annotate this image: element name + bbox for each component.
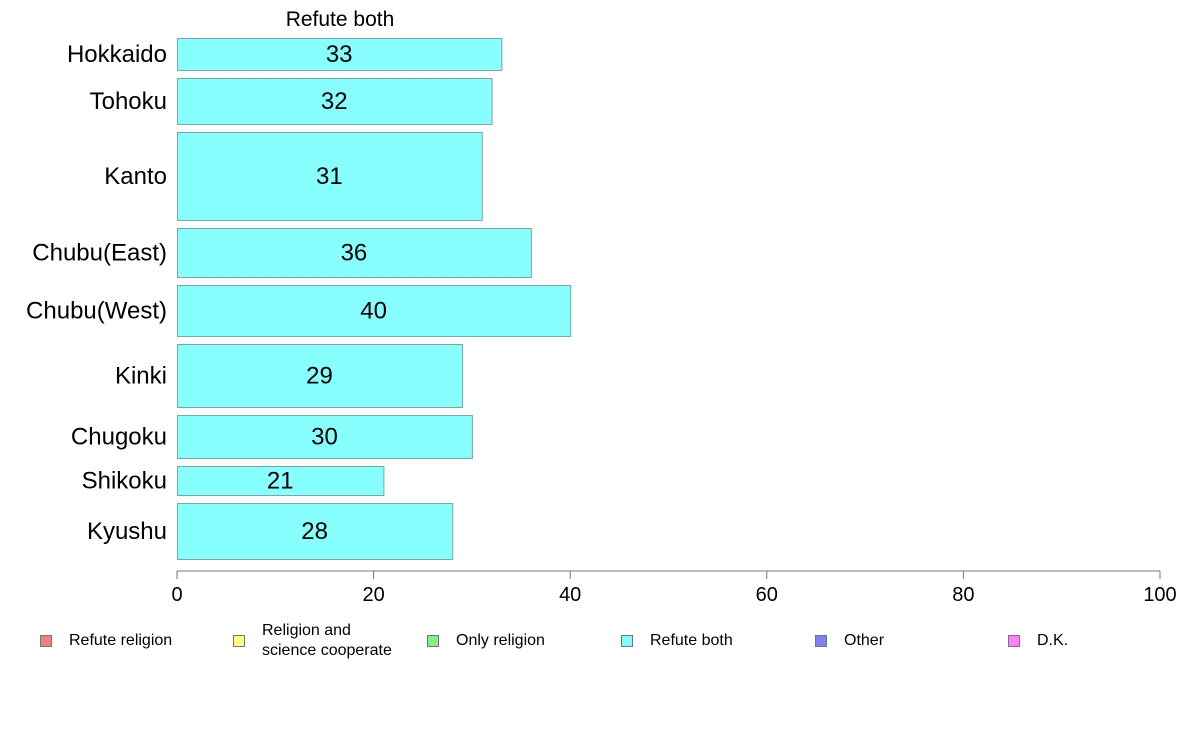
x-tick-label: 40 bbox=[559, 584, 581, 606]
x-tick-label: 20 bbox=[362, 584, 384, 606]
category-label: Shikoku bbox=[82, 468, 167, 495]
x-axis: 0 20 40 60 80 100 bbox=[171, 570, 1177, 606]
bar-chugoku bbox=[177, 415, 473, 459]
bars-group: Hokkaido 33 Tohoku 32 Kanto 31 Chubu(East) 36 Ch… bbox=[26, 38, 572, 560]
legend-label: Refute religion bbox=[69, 632, 173, 649]
chart-title: Refute both bbox=[286, 8, 395, 31]
bar-kinki bbox=[177, 344, 464, 408]
x-tick-label: 60 bbox=[756, 584, 778, 606]
bar-chubu-west bbox=[177, 285, 572, 337]
x-tick-label: 100 bbox=[1143, 584, 1176, 606]
legend-item: Refute religion bbox=[40, 622, 172, 660]
legend-item: Refute both bbox=[621, 622, 733, 660]
legend: Refute religion Religion and science coop… bbox=[0, 622, 1188, 666]
legend-item: D.K. bbox=[1008, 622, 1068, 660]
legend-label: D.K. bbox=[1037, 632, 1069, 649]
bar-kanto bbox=[177, 132, 483, 221]
value-label: 31 bbox=[316, 163, 343, 190]
category-label: Hokkaido bbox=[67, 41, 167, 68]
category-label: Kinki bbox=[115, 363, 167, 390]
bar-tohoku bbox=[177, 78, 493, 125]
x-tick-label: 80 bbox=[952, 584, 974, 606]
legend-swatch bbox=[621, 635, 633, 647]
category-label: Chubu(West) bbox=[26, 298, 167, 325]
legend-swatch bbox=[815, 635, 827, 647]
legend-item: Religion and science cooperate bbox=[233, 622, 392, 660]
category-label: Chubu(East) bbox=[32, 240, 167, 267]
category-label: Chugoku bbox=[71, 424, 167, 451]
legend-swatch bbox=[1008, 635, 1020, 647]
legend-swatch bbox=[40, 635, 52, 647]
category-label: Kanto bbox=[104, 163, 167, 190]
value-label: 21 bbox=[267, 468, 294, 495]
legend-label: Refute both bbox=[650, 632, 733, 649]
value-label: 32 bbox=[321, 88, 348, 115]
bar-kyushu bbox=[177, 503, 454, 560]
value-label: 28 bbox=[301, 518, 328, 545]
value-label: 29 bbox=[306, 363, 333, 390]
value-label: 40 bbox=[360, 298, 387, 325]
bar-chart: Refute both Hokkaido 33 Tohoku 32 Kanto 31 Chu… bbox=[26, 8, 1177, 606]
legend-label: Only religion bbox=[456, 632, 545, 649]
bar-shikoku bbox=[177, 466, 385, 496]
category-label: Kyushu bbox=[87, 518, 167, 545]
legend-item: Only religion bbox=[427, 622, 545, 660]
bar-chubu-east bbox=[177, 228, 532, 278]
category-label: Tohoku bbox=[90, 88, 167, 115]
legend-swatch bbox=[233, 635, 245, 647]
x-tick-label: 0 bbox=[171, 584, 182, 606]
legend-swatch bbox=[427, 635, 439, 647]
legend-item: Other bbox=[815, 622, 884, 660]
value-label: 36 bbox=[341, 240, 368, 267]
value-label: 30 bbox=[311, 424, 338, 451]
legend-label: Religion and science cooperate bbox=[262, 622, 392, 659]
bar-hokkaido bbox=[177, 38, 503, 71]
legend-label: Other bbox=[844, 632, 885, 649]
value-label: 33 bbox=[326, 41, 353, 68]
